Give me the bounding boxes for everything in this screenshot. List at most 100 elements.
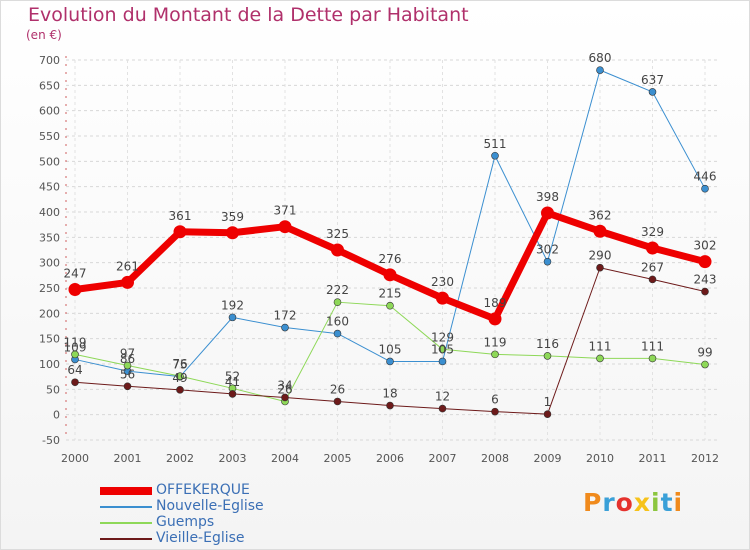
data-label: 26	[277, 382, 292, 396]
data-point	[386, 357, 394, 366]
data-point	[541, 206, 554, 220]
data-label: 105	[431, 342, 454, 356]
data-label: 230	[431, 275, 454, 289]
data-label: 290	[589, 249, 612, 263]
data-point	[648, 275, 657, 284]
data-point	[593, 224, 607, 238]
data-point	[596, 354, 604, 363]
y-tick-label: -50	[42, 434, 60, 447]
x-tick-label: 2011	[639, 452, 667, 465]
data-label: 12	[435, 390, 450, 404]
data-label: 637	[641, 73, 664, 87]
legend-swatch	[100, 538, 152, 540]
data-label: 119	[64, 335, 87, 349]
data-point	[491, 350, 499, 359]
legend-swatch	[100, 506, 152, 508]
data-label: 129	[431, 330, 454, 344]
data-label: 6	[491, 393, 499, 407]
data-point	[333, 329, 342, 338]
data-point	[543, 257, 552, 266]
y-tick-label: 700	[39, 54, 60, 67]
y-tick-label: 250	[39, 282, 60, 295]
data-label: 97	[120, 347, 135, 361]
x-tick-label: 2012	[691, 452, 719, 465]
data-label: 111	[589, 339, 612, 353]
data-label: 276	[379, 252, 402, 266]
data-label: 52	[225, 369, 240, 383]
data-label: 247	[64, 267, 87, 281]
data-point	[173, 225, 187, 239]
x-tick-label: 2002	[166, 452, 194, 465]
x-tick-label: 2004	[271, 452, 299, 465]
legend-item-guemps: Guemps	[100, 514, 400, 530]
y-tick-label: 450	[39, 181, 60, 194]
data-label: 1	[544, 395, 552, 409]
legend-label: Nouvelle-Eglise	[156, 498, 264, 514]
x-tick-label: 2009	[534, 452, 562, 465]
data-label: 371	[274, 204, 297, 218]
data-label: 362	[589, 208, 612, 222]
data-label: 111	[641, 339, 664, 353]
data-label: 26	[330, 382, 345, 396]
data-point	[491, 151, 499, 160]
data-label: 49	[172, 371, 187, 385]
data-label: 302	[694, 239, 717, 253]
data-label: 325	[326, 227, 349, 241]
data-label: 34	[277, 378, 292, 392]
data-point	[646, 241, 659, 255]
data-point	[436, 291, 449, 305]
data-label: 105	[379, 342, 402, 356]
y-tick-label: 650	[39, 79, 60, 92]
data-label: 243	[694, 273, 717, 287]
y-tick-label: 300	[39, 257, 60, 270]
x-tick-label: 2005	[324, 452, 352, 465]
data-label: 116	[536, 337, 559, 351]
data-point	[648, 88, 657, 96]
data-label: 267	[641, 260, 664, 274]
data-point	[333, 397, 342, 406]
data-point	[543, 410, 552, 418]
data-point	[701, 360, 709, 369]
y-tick-label: 50	[46, 383, 60, 396]
data-point	[383, 268, 397, 282]
data-point	[488, 312, 502, 326]
data-label: 302	[536, 243, 559, 257]
data-point	[386, 301, 394, 310]
proxiti-logo: Proxiti	[583, 488, 684, 517]
data-label: 398	[536, 190, 559, 204]
x-tick-label: 2006	[376, 452, 404, 465]
data-point	[491, 407, 499, 416]
data-point	[226, 226, 239, 240]
legend-item-nouvelle-eglise: Nouvelle-Eglise	[100, 498, 400, 514]
data-label: 446	[694, 170, 717, 184]
x-tick-label: 2008	[481, 452, 509, 465]
data-point	[701, 184, 709, 193]
data-label: 359	[221, 210, 244, 224]
y-tick-label: 150	[39, 333, 60, 346]
data-label: 99	[697, 346, 712, 360]
data-label: 160	[326, 315, 349, 329]
data-point	[701, 287, 709, 296]
data-label: 172	[274, 309, 297, 323]
data-label: 189	[484, 296, 507, 310]
y-tick-label: 600	[39, 105, 60, 118]
data-point	[123, 361, 132, 370]
legend-swatch	[100, 487, 152, 495]
y-tick-label: 200	[39, 307, 60, 320]
data-point	[123, 382, 132, 391]
data-point	[333, 298, 342, 306]
data-label: 222	[326, 283, 349, 297]
y-tick-label: 400	[39, 206, 60, 219]
data-point	[121, 275, 134, 289]
data-point	[228, 390, 237, 398]
data-label: 109	[64, 340, 87, 354]
legend-label: Vieille-Eglise	[156, 530, 245, 546]
data-point	[228, 313, 237, 322]
data-label: 41	[225, 375, 240, 389]
y-tick-label: 0	[53, 409, 60, 422]
data-point	[331, 243, 344, 257]
legend-item-vieille-eglise: Vieille-Eglise	[100, 530, 400, 546]
data-label: 680	[589, 51, 612, 65]
